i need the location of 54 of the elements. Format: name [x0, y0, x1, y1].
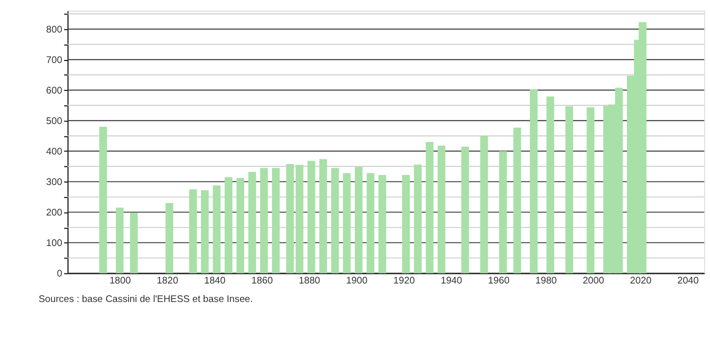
x-tick-label: 1800: [109, 275, 131, 286]
bar: [189, 189, 197, 274]
x-tick-label: 1820: [156, 275, 178, 286]
x-tick-label: 2020: [630, 275, 652, 286]
bar: [546, 96, 554, 274]
bar: [307, 160, 316, 274]
bar: [166, 203, 174, 274]
bar: [402, 174, 410, 274]
bar: [99, 126, 107, 274]
source-note: Sources : base Cassini de l'EHESS et base Insee.: [38, 294, 253, 306]
y-tick-label: 400: [46, 146, 62, 158]
y-tick-label: 0: [56, 268, 62, 280]
bar: [236, 178, 244, 274]
x-tick-label: 1880: [298, 275, 320, 286]
bar: [438, 146, 446, 274]
y-tick-label: 200: [46, 208, 62, 219]
bar: [260, 168, 268, 274]
bar: [248, 172, 256, 274]
y-tick-label: 100: [46, 238, 62, 250]
bar: [513, 128, 522, 274]
bar: [378, 174, 386, 274]
x-tick-label: 1940: [440, 275, 462, 286]
bar: [272, 168, 280, 274]
bar: [331, 168, 339, 274]
bar: [319, 159, 328, 274]
y-tick-label: 300: [46, 177, 62, 188]
bar: [565, 106, 574, 274]
bar: [480, 136, 488, 274]
bar: [414, 164, 422, 274]
bar: [212, 185, 221, 274]
x-tick-label: 1900: [346, 275, 368, 286]
bar: [201, 190, 209, 274]
x-tick-label: 2000: [582, 275, 604, 286]
y-tick-label: 500: [46, 116, 62, 128]
bar: [116, 208, 124, 274]
y-tick-label: 800: [46, 24, 62, 36]
bar: [342, 173, 351, 274]
bar: [366, 173, 374, 274]
x-tick-label: 1920: [393, 275, 415, 286]
bar: [354, 167, 363, 274]
x-tick-label: 2040: [677, 275, 699, 286]
x-tick-label: 1840: [204, 275, 226, 286]
bar: [530, 89, 538, 274]
bar: [499, 151, 507, 274]
bar: [130, 212, 138, 274]
x-tick-label: 1860: [251, 275, 273, 286]
y-tick-label: 600: [46, 86, 62, 97]
y-tick-label: 700: [46, 55, 62, 66]
bar: [461, 146, 469, 274]
x-tick-label: 1960: [488, 275, 510, 286]
bar: [224, 177, 232, 274]
bar: [426, 142, 434, 274]
bar: [586, 107, 594, 274]
x-tick-label: 1980: [535, 275, 557, 286]
